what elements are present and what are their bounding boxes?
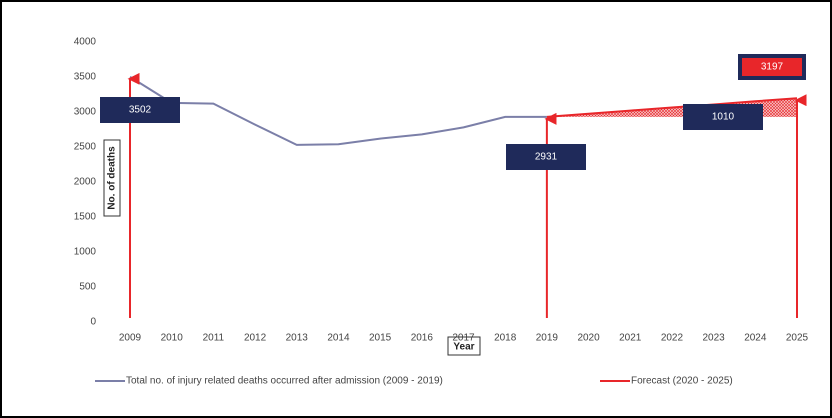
x-tick-label: 2015 bbox=[369, 333, 392, 344]
label-box bbox=[683, 104, 763, 130]
x-tick-label: 2024 bbox=[744, 333, 767, 344]
y-tick-label: 1500 bbox=[74, 212, 97, 223]
y-tick-label: 3500 bbox=[74, 72, 97, 83]
x-tick-label: 2013 bbox=[286, 333, 309, 344]
y-tick-label: 2000 bbox=[74, 177, 97, 188]
x-axis-label: Year bbox=[453, 342, 474, 353]
y-tick-label: 3000 bbox=[74, 107, 97, 118]
data-label: 3502 bbox=[129, 105, 152, 116]
y-tick-label: 2500 bbox=[74, 142, 97, 153]
series-line bbox=[129, 76, 547, 146]
x-tick-label: 2019 bbox=[536, 333, 559, 344]
legend-label: Total no. of injury related deaths occur… bbox=[126, 376, 443, 387]
x-tick-label: 2012 bbox=[244, 333, 267, 344]
y-tick-label: 4000 bbox=[74, 37, 97, 48]
x-tick-label: 2017 bbox=[452, 333, 475, 344]
label-box bbox=[506, 144, 586, 170]
x-tick-label: 2025 bbox=[786, 333, 809, 344]
x-label-box bbox=[447, 336, 481, 356]
y-tick-label: 500 bbox=[79, 282, 96, 293]
y-tick-label: 0 bbox=[90, 317, 96, 328]
x-tick-label: 2011 bbox=[203, 333, 225, 344]
data-label: 3197 bbox=[761, 62, 784, 73]
label-box-inner bbox=[742, 58, 802, 76]
y-tick-label: 1000 bbox=[74, 247, 97, 258]
x-tick-label: 2016 bbox=[411, 333, 434, 344]
x-tick-label: 2018 bbox=[494, 333, 517, 344]
series-line bbox=[546, 97, 798, 118]
x-tick-label: 2020 bbox=[577, 333, 600, 344]
y-axis-label: No. of deaths bbox=[107, 146, 118, 210]
x-tick-label: 2009 bbox=[119, 333, 142, 344]
x-tick-label: 2023 bbox=[703, 333, 726, 344]
x-tick-label: 2010 bbox=[161, 333, 184, 344]
data-label: 2931 bbox=[535, 152, 558, 163]
data-label: 1010 bbox=[712, 112, 735, 123]
x-tick-label: 2022 bbox=[661, 333, 684, 344]
y-label-box bbox=[103, 139, 121, 217]
label-box bbox=[100, 97, 180, 123]
x-tick-label: 2021 bbox=[619, 333, 642, 344]
legend-label: Forecast (2020 - 2025) bbox=[631, 376, 733, 387]
x-tick-label: 2014 bbox=[327, 333, 350, 344]
